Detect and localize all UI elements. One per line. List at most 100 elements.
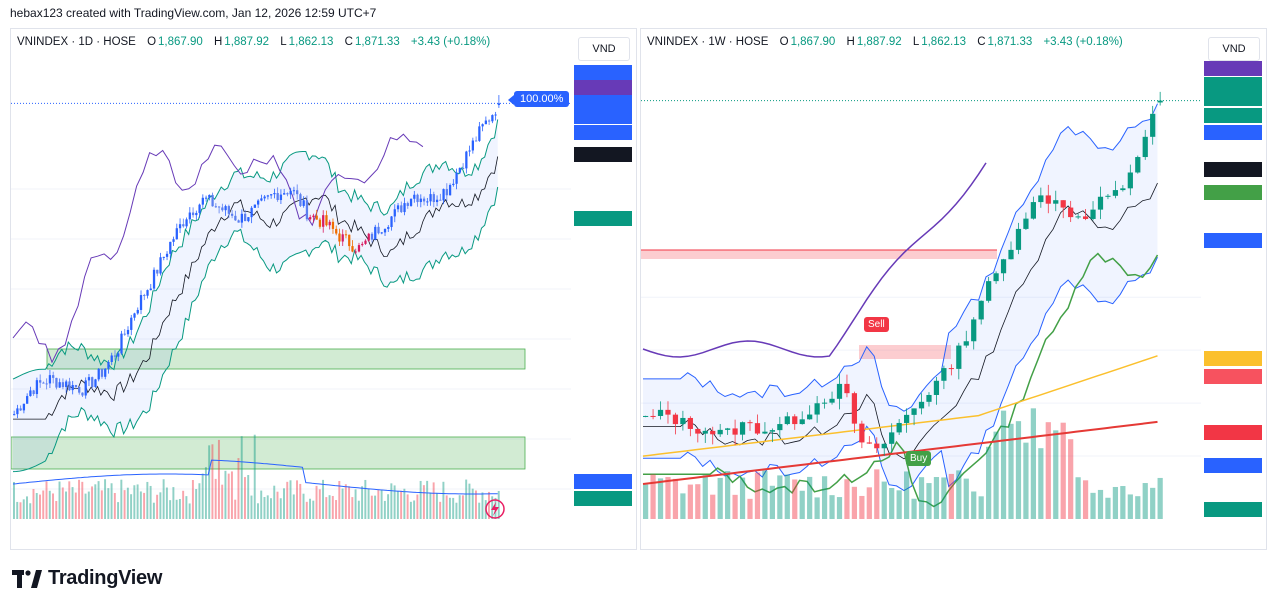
volume-bar bbox=[435, 492, 438, 519]
candle-body bbox=[185, 219, 188, 227]
candle-body bbox=[416, 194, 419, 203]
volume-bar bbox=[120, 479, 123, 519]
weekly-chart-panel[interactable]: VNINDEX · 1W · HOSE O 1,867.90 H 1,887.92 … bbox=[640, 28, 1267, 550]
volume-bar bbox=[348, 486, 351, 519]
price-tag bbox=[574, 491, 632, 506]
volume-bar bbox=[971, 491, 977, 519]
candle-body bbox=[1053, 200, 1059, 204]
candle-body bbox=[312, 215, 315, 218]
candle-body bbox=[198, 204, 201, 213]
volume-bar bbox=[143, 492, 146, 519]
volume-bar bbox=[948, 473, 954, 519]
volume-bar bbox=[104, 479, 107, 519]
candle-body bbox=[491, 115, 494, 122]
candle-body bbox=[276, 193, 279, 201]
volume-bar bbox=[224, 470, 227, 519]
volume-bar bbox=[68, 481, 71, 519]
candle-body bbox=[409, 198, 413, 206]
price-tag bbox=[574, 109, 632, 124]
volume-bar bbox=[866, 487, 872, 519]
candle-body bbox=[400, 205, 403, 213]
low-value: 1,862.13 bbox=[288, 36, 334, 48]
volume-bar bbox=[1120, 486, 1126, 519]
bull-breaker-zone bbox=[46, 348, 526, 370]
volume-bar bbox=[126, 487, 129, 519]
price-tag bbox=[1204, 77, 1262, 92]
candle-body bbox=[302, 200, 305, 206]
candle-body bbox=[120, 333, 123, 354]
volume-bar bbox=[55, 500, 58, 519]
candle-body bbox=[133, 313, 136, 318]
candle-body bbox=[439, 199, 442, 201]
volume-bar bbox=[29, 503, 32, 519]
candle-body bbox=[494, 114, 497, 116]
candle-body bbox=[747, 422, 753, 424]
volume-bar bbox=[926, 483, 932, 519]
candle-body bbox=[97, 368, 100, 380]
candle-body bbox=[387, 227, 390, 229]
currency-button[interactable]: VND bbox=[578, 37, 630, 61]
candle-body bbox=[91, 377, 94, 388]
bollinger-band-fill bbox=[13, 119, 498, 472]
volume-bar bbox=[481, 492, 484, 519]
volume-bar bbox=[152, 502, 155, 519]
volume-bar bbox=[182, 490, 185, 519]
candle-body bbox=[78, 387, 81, 393]
percent-label: 100.00% bbox=[507, 91, 570, 107]
candle-body bbox=[866, 442, 872, 444]
candle-body bbox=[468, 150, 471, 152]
volume-bar bbox=[250, 495, 253, 519]
volume-bar bbox=[747, 498, 753, 519]
volume-bar bbox=[762, 470, 768, 519]
candle-body bbox=[435, 199, 439, 203]
volume-bar bbox=[201, 473, 204, 519]
red-ma-line bbox=[642, 420, 1158, 485]
candle-body bbox=[680, 417, 686, 425]
volume-bar bbox=[367, 488, 370, 519]
volume-bar bbox=[198, 483, 201, 519]
daily-chart-panel[interactable]: VNINDEX · 1D · HOSE O 1,867.90 H 1,887.92 … bbox=[10, 28, 637, 550]
volume-bar bbox=[65, 491, 68, 519]
volume-bar bbox=[169, 500, 172, 519]
candle-body bbox=[1150, 113, 1156, 137]
candle-body bbox=[143, 295, 146, 297]
volume-bar bbox=[383, 500, 386, 519]
candle-body bbox=[1045, 195, 1051, 204]
candle-body bbox=[227, 206, 230, 214]
candle-body bbox=[390, 216, 393, 228]
buy-signal: Buy bbox=[906, 451, 932, 466]
volume-bar bbox=[491, 496, 494, 519]
candle-body bbox=[956, 345, 962, 369]
candle-body bbox=[739, 422, 746, 435]
tradingview-logo[interactable]: TradingView bbox=[12, 567, 162, 590]
volume-bar bbox=[325, 497, 328, 519]
volume-bar bbox=[227, 473, 230, 519]
candle-body bbox=[687, 417, 693, 429]
volume-bar bbox=[889, 487, 895, 519]
candle-body bbox=[130, 317, 133, 330]
candle-body bbox=[821, 402, 828, 404]
candle-body bbox=[380, 232, 383, 234]
volume-bar bbox=[777, 475, 783, 519]
volume-bar bbox=[191, 480, 194, 519]
price-tag bbox=[1204, 162, 1262, 177]
volume-bar bbox=[1053, 430, 1059, 519]
weekly-chart-canvas[interactable] bbox=[641, 29, 1266, 549]
price-tag bbox=[574, 125, 632, 140]
currency-button[interactable]: VND bbox=[1208, 37, 1260, 61]
price-tag bbox=[574, 147, 632, 162]
volume-bar bbox=[657, 478, 664, 519]
candle-body bbox=[257, 200, 260, 205]
volume-bar bbox=[406, 494, 409, 519]
volume-bar bbox=[312, 500, 315, 519]
daily-chart-canvas[interactable] bbox=[11, 29, 636, 549]
lightning-icon-bolt bbox=[491, 502, 499, 516]
candle-body bbox=[377, 226, 380, 234]
volume-bar bbox=[185, 496, 188, 519]
volume-bar bbox=[904, 471, 910, 519]
volume-bar bbox=[188, 503, 191, 519]
volume-bar bbox=[792, 479, 798, 519]
volume-bar bbox=[799, 490, 805, 519]
candle-body bbox=[35, 380, 39, 395]
volume-bar bbox=[717, 477, 723, 519]
